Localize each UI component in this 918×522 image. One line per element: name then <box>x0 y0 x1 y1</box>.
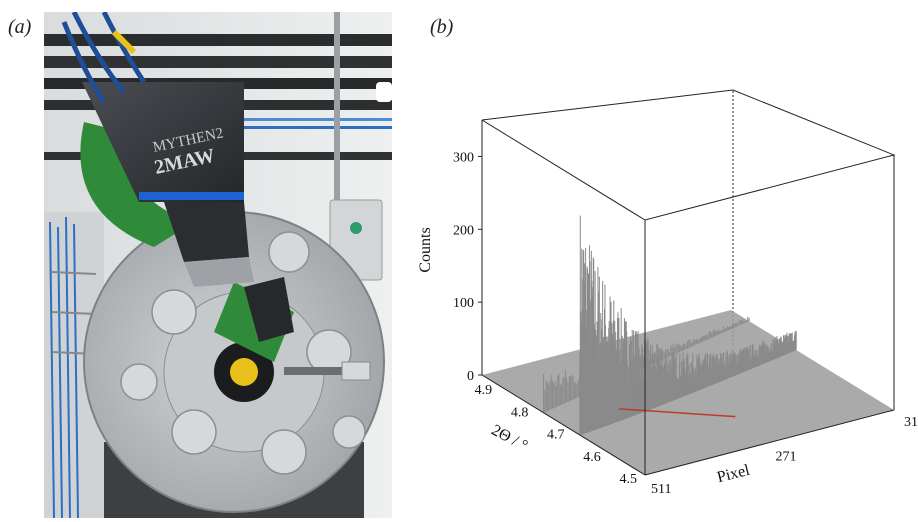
diffractometer-photo: MYTHEN2 2MAW <box>44 12 392 518</box>
z-tick-label: 0 <box>467 369 474 384</box>
box-top <box>481 89 896 221</box>
mythen-detector: MYTHEN2 2MAW <box>82 82 254 287</box>
theta-tick-label: 4.7 <box>547 428 565 443</box>
highlight-line <box>619 408 736 418</box>
theta-axis-title: 2Θ / ° <box>488 422 530 455</box>
theta-tick-label: 4.9 <box>475 383 493 398</box>
pixel-axis-title: Pixel <box>715 462 752 487</box>
surface-plot: 0 100 200 300 Counts 4.9 4.8 4.7 4.6 4.5 2Θ / ° 511… <box>417 89 918 497</box>
plot-box-front <box>481 89 896 476</box>
z-tick-label: 300 <box>453 150 474 165</box>
theta-tick-label: 4.6 <box>583 450 601 465</box>
data-surface <box>482 215 894 475</box>
z-tick-label: 200 <box>453 223 474 238</box>
floor-edge-pixel <box>644 409 895 476</box>
detector-cables <box>61 12 147 104</box>
theta-tick-label: 4.5 <box>620 472 638 487</box>
pixel-tick-label: 271 <box>776 450 797 465</box>
pixel-tick-label: 31 <box>904 415 918 430</box>
panel-label-a: (a) <box>8 16 32 38</box>
analyzer-crystal <box>244 277 294 342</box>
z-axis-title: Counts <box>417 227 434 272</box>
pixel-tick-label: 511 <box>651 482 671 497</box>
plot-box <box>481 90 734 375</box>
z-tick-label: 100 <box>453 296 474 311</box>
theta-tick-label: 4.8 <box>511 405 529 420</box>
panel-label-b: (b) <box>430 16 454 38</box>
floor-edge-theta <box>481 374 646 476</box>
